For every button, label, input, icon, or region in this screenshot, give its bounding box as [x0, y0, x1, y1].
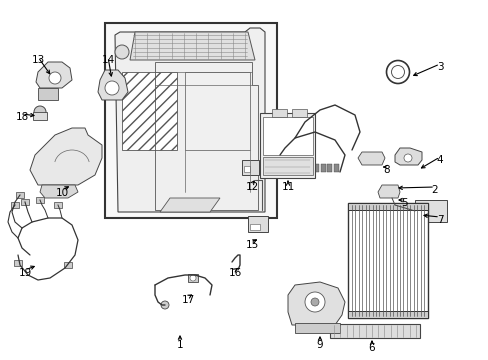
Text: 1: 1 [176, 340, 183, 350]
Text: 13: 13 [31, 55, 44, 65]
Bar [271, 109, 286, 117]
Bar [14, 260, 22, 266]
Circle shape [190, 275, 196, 281]
Polygon shape [130, 32, 254, 60]
Text: 8: 8 [383, 165, 389, 175]
Text: 15: 15 [245, 240, 258, 250]
Bar [417, 212, 427, 220]
Polygon shape [357, 152, 384, 165]
Text: 12: 12 [245, 182, 258, 192]
Bar [260, 113, 314, 178]
Polygon shape [30, 128, 102, 185]
Bar [33, 112, 47, 120]
Text: 19: 19 [19, 268, 32, 278]
Polygon shape [288, 164, 293, 172]
Bar [36, 197, 44, 203]
Polygon shape [314, 164, 319, 172]
Bar [247, 216, 267, 232]
Bar [294, 323, 339, 333]
Circle shape [305, 292, 325, 312]
Circle shape [49, 72, 61, 84]
Circle shape [105, 81, 119, 95]
Bar [249, 224, 260, 230]
Bar [64, 262, 72, 268]
Polygon shape [320, 164, 325, 172]
Polygon shape [333, 164, 338, 172]
Polygon shape [36, 62, 72, 88]
Bar [347, 203, 427, 210]
Bar [187, 274, 198, 282]
Circle shape [34, 106, 46, 118]
Text: 5: 5 [401, 198, 407, 208]
Polygon shape [115, 28, 264, 212]
Polygon shape [282, 164, 286, 172]
Circle shape [115, 45, 129, 59]
Bar [414, 200, 446, 222]
Text: 11: 11 [281, 182, 294, 192]
Polygon shape [301, 164, 306, 172]
Bar [16, 192, 24, 198]
Bar [21, 199, 29, 205]
Bar [242, 160, 259, 175]
Text: 3: 3 [436, 62, 443, 72]
Circle shape [161, 301, 169, 309]
Bar [54, 202, 62, 208]
Bar [244, 166, 249, 172]
Polygon shape [287, 282, 345, 325]
Polygon shape [327, 164, 332, 172]
Bar [291, 109, 306, 117]
Polygon shape [394, 148, 421, 165]
Polygon shape [160, 198, 220, 212]
Bar [347, 203, 427, 318]
Polygon shape [377, 185, 399, 198]
Text: 2: 2 [431, 185, 437, 195]
Text: 4: 4 [436, 155, 443, 165]
Bar [122, 72, 177, 150]
Polygon shape [307, 164, 312, 172]
Text: 17: 17 [181, 295, 194, 305]
Circle shape [386, 60, 408, 84]
Text: 7: 7 [436, 215, 443, 225]
Text: 18: 18 [15, 112, 29, 122]
Text: 16: 16 [228, 268, 241, 278]
Circle shape [391, 66, 404, 78]
Polygon shape [40, 185, 78, 198]
Text: 6: 6 [368, 343, 375, 353]
Bar [329, 324, 419, 338]
Circle shape [310, 298, 318, 306]
Polygon shape [98, 70, 128, 100]
Bar [105, 23, 276, 218]
Bar [11, 202, 19, 208]
Text: 9: 9 [316, 340, 323, 350]
Bar [263, 117, 312, 155]
Bar [184, 72, 249, 150]
Bar [263, 157, 312, 175]
Bar [38, 88, 58, 100]
Bar [347, 311, 427, 318]
Text: 14: 14 [101, 55, 114, 65]
Text: 10: 10 [55, 188, 68, 198]
Circle shape [403, 154, 411, 162]
Polygon shape [294, 164, 299, 172]
